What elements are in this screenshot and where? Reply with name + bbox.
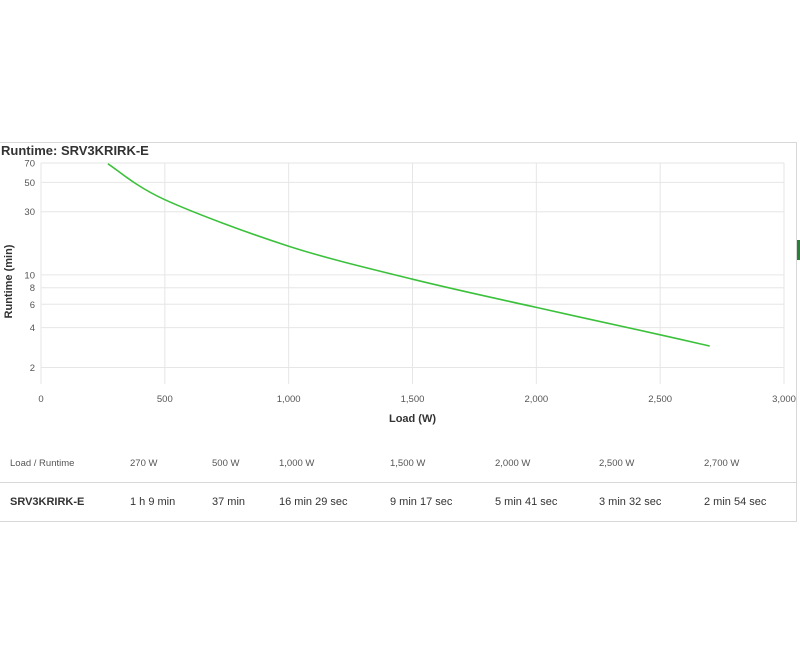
table-header-cell: 2,500 W: [599, 458, 635, 469]
x-tick-label: 1,500: [401, 394, 425, 405]
y-tick-label: 8: [30, 283, 35, 294]
table-header-cell: 2,000 W: [495, 458, 531, 469]
y-tick-label: 70: [24, 159, 35, 170]
table-cell: 9 min 17 sec: [390, 496, 453, 508]
table-cell: 2 min 54 sec: [704, 496, 767, 508]
scroll-edge-marker: [797, 240, 800, 260]
grid: [40, 162, 785, 384]
x-axis-label: Load (W): [389, 413, 436, 425]
y-tick-label: 2: [30, 363, 35, 374]
runtime-chart: 0 500 1,000 1,500 2,000 2,500 3,000 2 4 6 8 10 30 50 7…: [3, 159, 796, 426]
y-tick-label: 6: [30, 300, 35, 311]
table-cell: 5 min 41 sec: [495, 496, 558, 508]
table-cell: 37 min: [212, 496, 246, 508]
axis-ticks: 0 500 1,000 1,500 2,000 2,500 3,000 2 4 6 8 10 30 50 7…: [24, 159, 795, 406]
series-layer: [107, 163, 710, 347]
x-tick-label: 500: [157, 394, 173, 405]
table-cell: 16 min 29 sec: [279, 496, 348, 508]
x-tick-label: 0: [38, 394, 43, 405]
y-tick-label: 10: [24, 270, 35, 281]
table-header-cell: 500 W: [212, 458, 240, 469]
x-tick-label: 3,000: [772, 394, 796, 405]
y-tick-label: 4: [30, 323, 35, 334]
chart-frame: [0, 142, 797, 522]
table-cell: 1 h 9 min: [130, 496, 176, 508]
table-header-cell: 270 W: [130, 458, 158, 469]
y-tick-label: 50: [24, 178, 35, 189]
table-row: SRV3KRIRK-E 1 h 9 min 37 min 16 min 29 s…: [0, 483, 797, 521]
y-tick-label: 30: [24, 207, 35, 218]
table-header-label: Load / Runtime: [10, 458, 75, 469]
x-tick-label: 2,500: [648, 394, 672, 405]
table-header-cell: 1,000 W: [279, 458, 315, 469]
series-line: [107, 163, 710, 347]
table-header-cell: 1,500 W: [390, 458, 426, 469]
y-axis-label: Runtime (min): [3, 244, 15, 318]
chart-title: Runtime: SRV3KRIRK-E: [1, 143, 149, 158]
x-tick-label: 1,000: [277, 394, 301, 405]
x-tick-label: 2,000: [524, 394, 548, 405]
table-row-name: SRV3KRIRK-E: [10, 496, 85, 508]
table-header-row: Load / Runtime 270 W 500 W 1,000 W 1,500…: [0, 446, 797, 483]
table-header-cell: 2,700 W: [704, 458, 740, 469]
table-cell: 3 min 32 sec: [599, 496, 662, 508]
